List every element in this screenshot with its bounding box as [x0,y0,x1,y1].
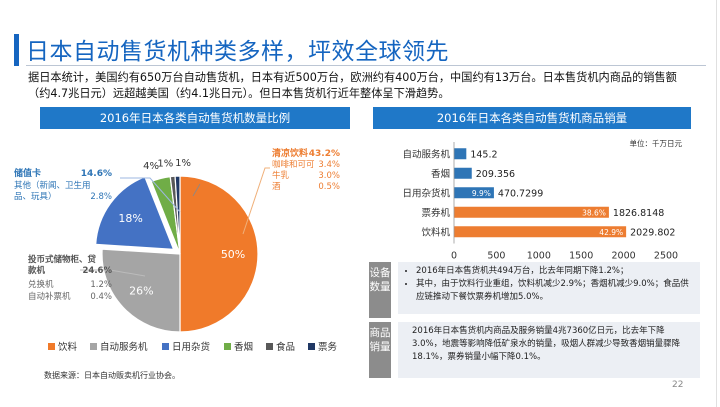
service-item-name: 兑换机 [28,279,54,290]
bar [454,148,467,160]
legend-label: 饮料 [58,341,78,353]
bar-value-label: 1826.8148 [613,208,664,219]
pie-section-title: 2016年日本各类自动售货机数量比例 [40,107,350,129]
bar-value-label: 145.2 [470,149,497,160]
legend-label: 票务 [318,341,338,353]
bar-category-label: 日用杂货机 [402,187,450,199]
daily-connector [120,177,181,213]
service-annotation-header-cont: 款机 [28,265,46,276]
title-divider [26,65,706,66]
bar-x-tick-label: 500 [487,251,505,262]
bar-percent-label: 42.9% [599,228,623,237]
beverage-item-name: 咖啡和可可 [272,159,315,170]
legend-swatch [48,343,55,350]
pie-slice [95,175,175,250]
service-item-name: 自动补票机 [28,291,71,302]
bar-unit-label: 单位：千万日元 [630,138,683,148]
sales-note: 2016年日本售货机内商品及服务销量4兆7360亿日元，比去年下降3.0%，地震… [398,322,700,378]
bar [454,206,609,218]
pie-slice-label: 1% [157,158,173,169]
pie-slice-label: 18% [118,212,142,225]
service-connector [80,269,146,277]
bar-x-tick-label: 1000 [527,251,551,262]
bar-value-label: 209.356 [476,169,515,180]
daily-item-value: 2.8% [90,192,112,202]
equipment-note: 2016年日本售货机共494万台，比去年同期下降1.2%； 其中，由于饮料行业重… [398,262,700,314]
data-source: 数据来源：日本自动贩卖机行业协会。 [44,371,180,380]
intro-paragraph: 据日本统计，美国约有650万台自动售货机，日本有近500万台，欧洲约有400万台… [28,71,677,100]
sales-tag: 商品销量 [369,322,391,378]
pie-slice-label: 1% [175,158,191,169]
service-item-value: 0.4% [90,292,112,302]
bar-x-tick-label: 0 [451,251,457,262]
daily-item-name-cont: 品、玩具） [14,191,57,202]
service-item-value: 1.2% [90,280,112,290]
legend-swatch [162,343,169,350]
daily-item-name: 其他（新闻、卫生用 [14,180,91,191]
pie-slice-label: 4% [143,161,159,172]
legend-swatch [224,343,231,350]
bar-category-label: 票券机 [421,207,450,219]
beverage-annotation-header: 清凉饮料 [272,147,308,159]
equipment-note-item: 2016年日本售货机共494万台，比去年同期下降1.2%； [416,265,694,278]
beverage-annotation-items: 咖啡和可可 3.4% 牛乳 3.0% 酒 0.5% [272,159,340,192]
bar-percent-label: 38.6% [582,208,606,217]
bar-value-label: 2029.802 [630,227,675,238]
bar-bars: 145.2 209.356 470.7299 9.9% 1826.8148 38.6% 20… [454,148,675,238]
bar-x-tick-label: 2500 [654,251,678,262]
legend-swatch [90,343,97,350]
beverage-item-name: 牛乳 [272,170,290,181]
legend-label: 香烟 [234,341,253,353]
bar [454,187,494,199]
legend-swatch [266,343,273,350]
pie-slices [95,175,259,333]
equipment-note-item: 其中，由于饮料行业重组，饮料机减少2.9%；香烟机减少9.0%；食品供应链推动下… [416,278,694,304]
beverage-item-name: 酒 [272,182,281,192]
pie-slice-label: 50% [221,248,245,261]
legend-label: 日用杂货 [172,341,210,353]
bar-section-title: 2016年日本各类自动售货机商品销量 [373,107,691,129]
legend-label: 食品 [276,341,295,353]
pie-chart: 50%26%18%4%1% 1% 清凉饮料 43.2% 咖啡和可可 3.4% 牛乳… [14,147,340,353]
service-annotation-header: 投币式储物柜、贷 [28,254,97,265]
bar [454,226,627,238]
service-annotation-header-value: 24.6% [83,266,113,276]
page-number: 22 [672,380,684,390]
beverage-item-value: 3.4% [318,160,340,170]
bar-category-label: 饮料机 [421,226,450,238]
page-title: 日本自动售货机种类多样，坪效全球领先 [26,39,449,65]
food-callout-line [192,183,201,197]
bar-x-tick-label: 1500 [569,251,593,262]
bar-value-label: 470.7299 [498,188,543,199]
beverage-connector [242,167,270,235]
pie-labels: 50%26%18%4%1% 1% [118,158,245,297]
title-accent-bar [14,34,19,66]
sales-note-text: 2016年日本售货机内商品及服务销量4兆7360亿日元，比去年下降3.0%，地震… [412,326,681,362]
beverage-item-value: 0.5% [318,182,340,192]
bar-x-tick-label: 2000 [612,251,636,262]
pie-legend: 饮料 自动服务机 日用杂货 香烟 食品 票务 [48,341,338,353]
bar-category-label: 香烟 [431,168,450,180]
legend-label: 自动服务机 [100,341,148,353]
bar-category-label: 自动服务机 [402,148,450,160]
pie-slice [174,175,181,255]
bar-percent-label: 9.9% [472,189,491,198]
equipment-tag: 设备数量 [369,262,391,318]
bar-x-axis: 0 500 1000 1500 2000 2500 [451,142,678,262]
beverage-item-value: 3.0% [318,171,340,181]
legend-swatch [308,343,315,350]
beverage-annotation-header-value: 43.2% [309,149,340,159]
bar [454,167,472,179]
daily-annotation-header: 储值卡 [14,167,41,179]
pie-slice [101,248,181,333]
pie-slice-label: 26% [129,284,153,297]
pie-slice [179,175,259,333]
right-edge-line [716,0,717,407]
daily-annotation-header-value: 14.6% [81,169,112,179]
